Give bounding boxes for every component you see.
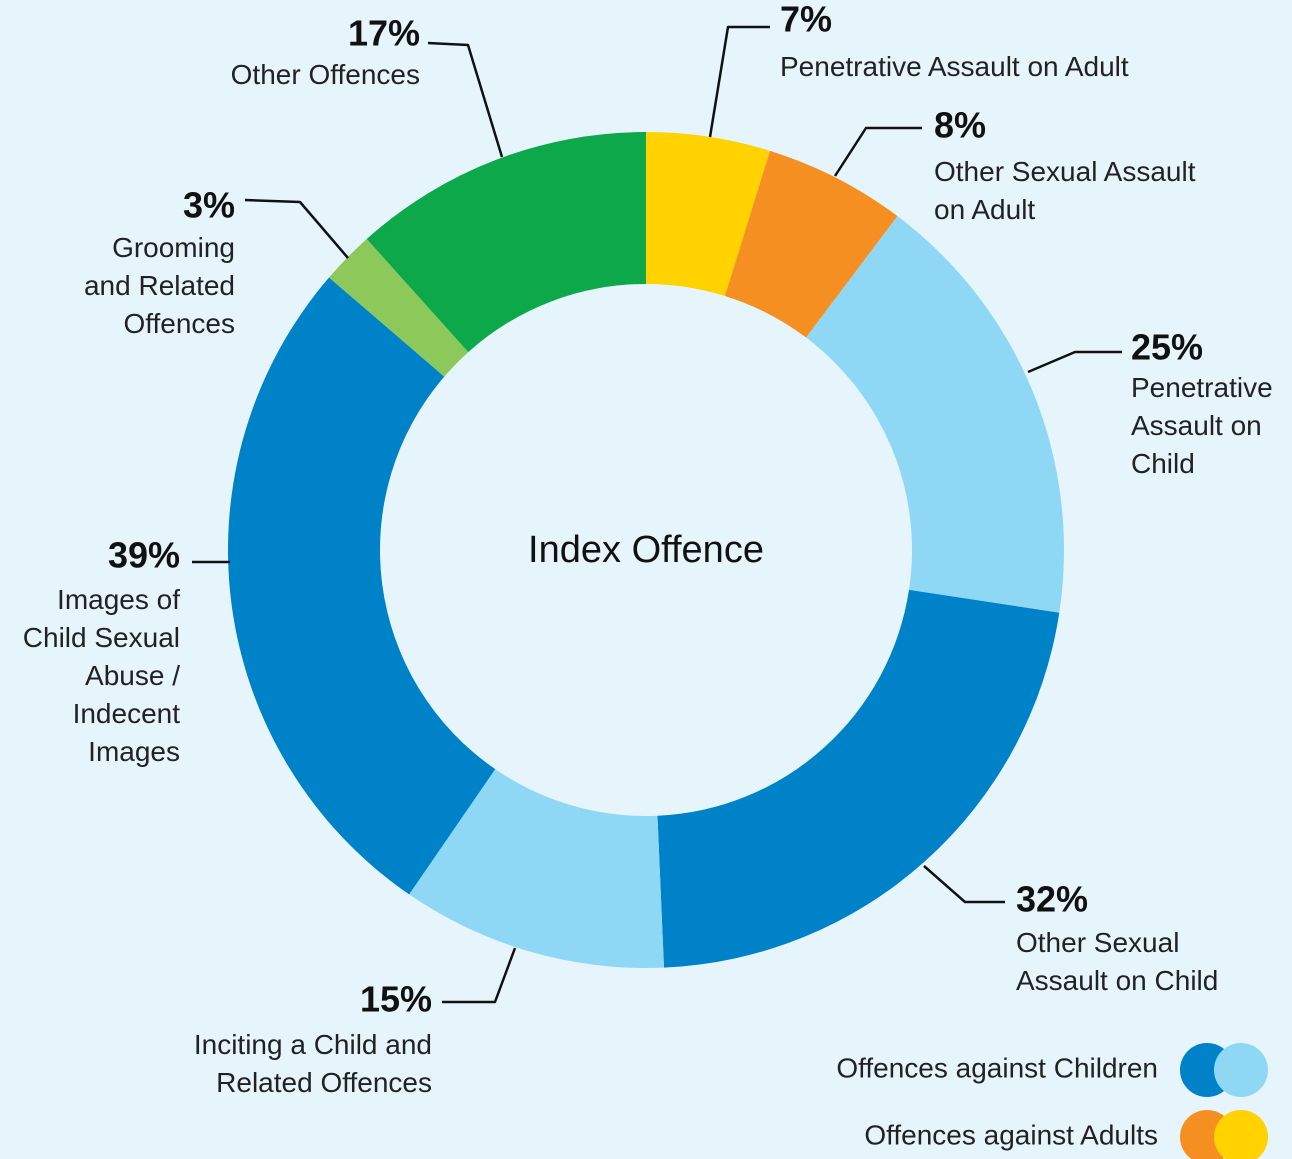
chart-title: Index Offence [528, 529, 764, 571]
legend-label: Offences against Adults [864, 1119, 1158, 1150]
category-label: Images of Child Sexual Abuse / Indecent … [22, 584, 180, 767]
category-label: Other Offences [230, 59, 420, 90]
leader-line [427, 41, 504, 158]
slice [646, 132, 771, 296]
legend-swatch [1214, 1043, 1268, 1097]
leader-line [1027, 350, 1122, 374]
slice [724, 150, 898, 338]
category-label: Penetrative Assault on Adult [780, 51, 1129, 82]
leader-line [923, 865, 1005, 904]
value-label: 32% [1016, 879, 1088, 920]
leader-line [833, 126, 922, 177]
value-label: 7% [780, 0, 832, 40]
slice [228, 277, 496, 895]
category-label: Grooming and Related Offences [83, 232, 235, 339]
slice [409, 769, 664, 968]
value-label: 25% [1131, 327, 1203, 368]
value-label: 39% [108, 535, 180, 576]
leader-line [244, 198, 349, 259]
leader-line [708, 25, 770, 138]
value-label: 8% [934, 105, 986, 146]
category-label: Other Sexual Assault on Child [1016, 927, 1219, 996]
slice [329, 238, 469, 377]
legend-swatch [1214, 1110, 1268, 1159]
value-label: 15% [360, 979, 432, 1020]
slice [806, 216, 1064, 613]
category-label: Penetrative Assault on Child [1131, 372, 1273, 479]
category-label: Inciting a Child and Related Offences [193, 1029, 432, 1098]
value-label: 3% [183, 185, 235, 226]
value-label: 17% [348, 13, 420, 54]
legend-label: Offences against Children [836, 1052, 1158, 1083]
slice [657, 589, 1060, 968]
leader-line [442, 947, 517, 1004]
category-label: Other Sexual Assault on Adult [934, 156, 1196, 225]
slice [366, 132, 646, 353]
